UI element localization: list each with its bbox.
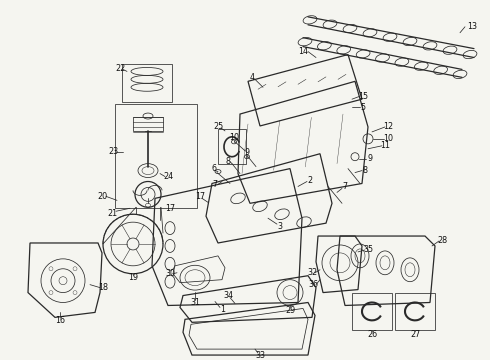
Text: 8: 8 xyxy=(225,157,230,166)
Bar xyxy=(395,293,435,330)
Text: 26: 26 xyxy=(367,330,377,339)
Text: 5: 5 xyxy=(361,103,366,112)
Text: 7: 7 xyxy=(343,182,347,191)
Text: 2: 2 xyxy=(307,176,313,185)
Bar xyxy=(133,117,163,131)
Bar xyxy=(352,293,392,330)
Text: 18: 18 xyxy=(98,283,108,292)
Text: 16: 16 xyxy=(55,316,65,325)
Text: 14: 14 xyxy=(298,47,308,56)
Text: 24: 24 xyxy=(163,172,173,181)
Text: 13: 13 xyxy=(467,22,477,31)
Text: 28: 28 xyxy=(437,235,447,244)
Text: 12: 12 xyxy=(383,122,393,131)
Text: 10: 10 xyxy=(229,133,239,142)
Text: 1: 1 xyxy=(220,305,225,314)
Text: 9: 9 xyxy=(245,148,249,157)
Text: 22: 22 xyxy=(115,64,125,73)
Bar xyxy=(122,64,172,102)
Text: 4: 4 xyxy=(249,73,254,82)
Text: 7: 7 xyxy=(213,180,218,189)
Text: 31: 31 xyxy=(190,298,200,307)
Text: 8: 8 xyxy=(363,166,368,175)
Text: 25: 25 xyxy=(213,122,223,131)
Text: 3: 3 xyxy=(277,222,283,231)
Text: 10: 10 xyxy=(383,134,393,143)
Text: 17: 17 xyxy=(165,204,175,213)
Text: 17: 17 xyxy=(195,192,205,201)
Text: 11: 11 xyxy=(380,141,390,150)
Text: 30: 30 xyxy=(165,269,175,278)
Text: 29: 29 xyxy=(285,306,295,315)
Text: 35: 35 xyxy=(363,246,373,255)
Text: 6: 6 xyxy=(212,164,217,173)
Text: 19: 19 xyxy=(128,273,138,282)
Text: 34: 34 xyxy=(223,291,233,300)
Text: 15: 15 xyxy=(358,92,368,101)
Text: 36: 36 xyxy=(308,280,318,289)
Text: 23: 23 xyxy=(108,147,118,156)
Text: 21: 21 xyxy=(107,209,117,218)
Bar xyxy=(115,104,197,208)
Text: 33: 33 xyxy=(255,351,265,360)
Text: 27: 27 xyxy=(410,330,420,339)
Text: 32: 32 xyxy=(307,268,317,277)
Text: 9: 9 xyxy=(368,154,372,163)
Bar xyxy=(218,129,246,164)
Text: 20: 20 xyxy=(97,192,107,201)
